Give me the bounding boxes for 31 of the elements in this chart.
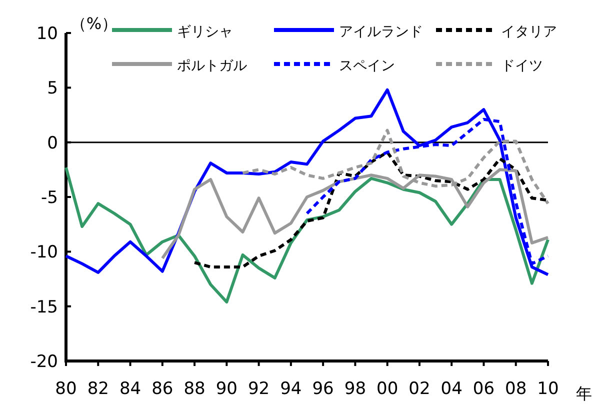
y-tick-label: -10 bbox=[30, 242, 58, 263]
x-tick-label: 84 bbox=[119, 379, 142, 399]
x-tick-label: 98 bbox=[344, 379, 366, 399]
x-tick-label: 02 bbox=[408, 379, 430, 399]
x-tick-label: 90 bbox=[216, 379, 238, 399]
legend-label: ギリシャ bbox=[177, 24, 233, 40]
x-tick-label: 92 bbox=[248, 379, 270, 399]
legend-label: イタリア bbox=[501, 24, 557, 40]
legend-label: ドイツ bbox=[501, 58, 543, 74]
y-tick-label: 5 bbox=[47, 78, 58, 99]
legend-label: ポルトガル bbox=[177, 58, 247, 74]
x-tick-label: 80 bbox=[55, 379, 77, 399]
y-tick-label: 0 bbox=[47, 133, 58, 154]
y-axis-title: （%） bbox=[70, 14, 118, 33]
legend-label: スペイン bbox=[339, 58, 395, 74]
x-tick-label: 00 bbox=[376, 379, 398, 399]
x-tick-label: 86 bbox=[152, 379, 174, 399]
x-tick-label: 82 bbox=[87, 379, 109, 399]
x-tick-label: 94 bbox=[280, 379, 302, 399]
x-tick-label: 10 bbox=[537, 379, 559, 399]
x-axis-title: 年 bbox=[576, 384, 592, 403]
x-tick-label: 88 bbox=[184, 379, 206, 399]
x-tick-label: 96 bbox=[312, 379, 334, 399]
x-tick-label: 08 bbox=[505, 379, 527, 399]
x-tick-label: 06 bbox=[472, 379, 495, 399]
y-tick-label: -20 bbox=[30, 352, 58, 372]
y-tick-label: 10 bbox=[36, 24, 58, 44]
x-tick-label: 04 bbox=[440, 379, 462, 399]
y-tick-label: -5 bbox=[41, 188, 58, 208]
legend-label: アイルランド bbox=[339, 24, 423, 40]
y-tick-label: -15 bbox=[30, 297, 58, 318]
